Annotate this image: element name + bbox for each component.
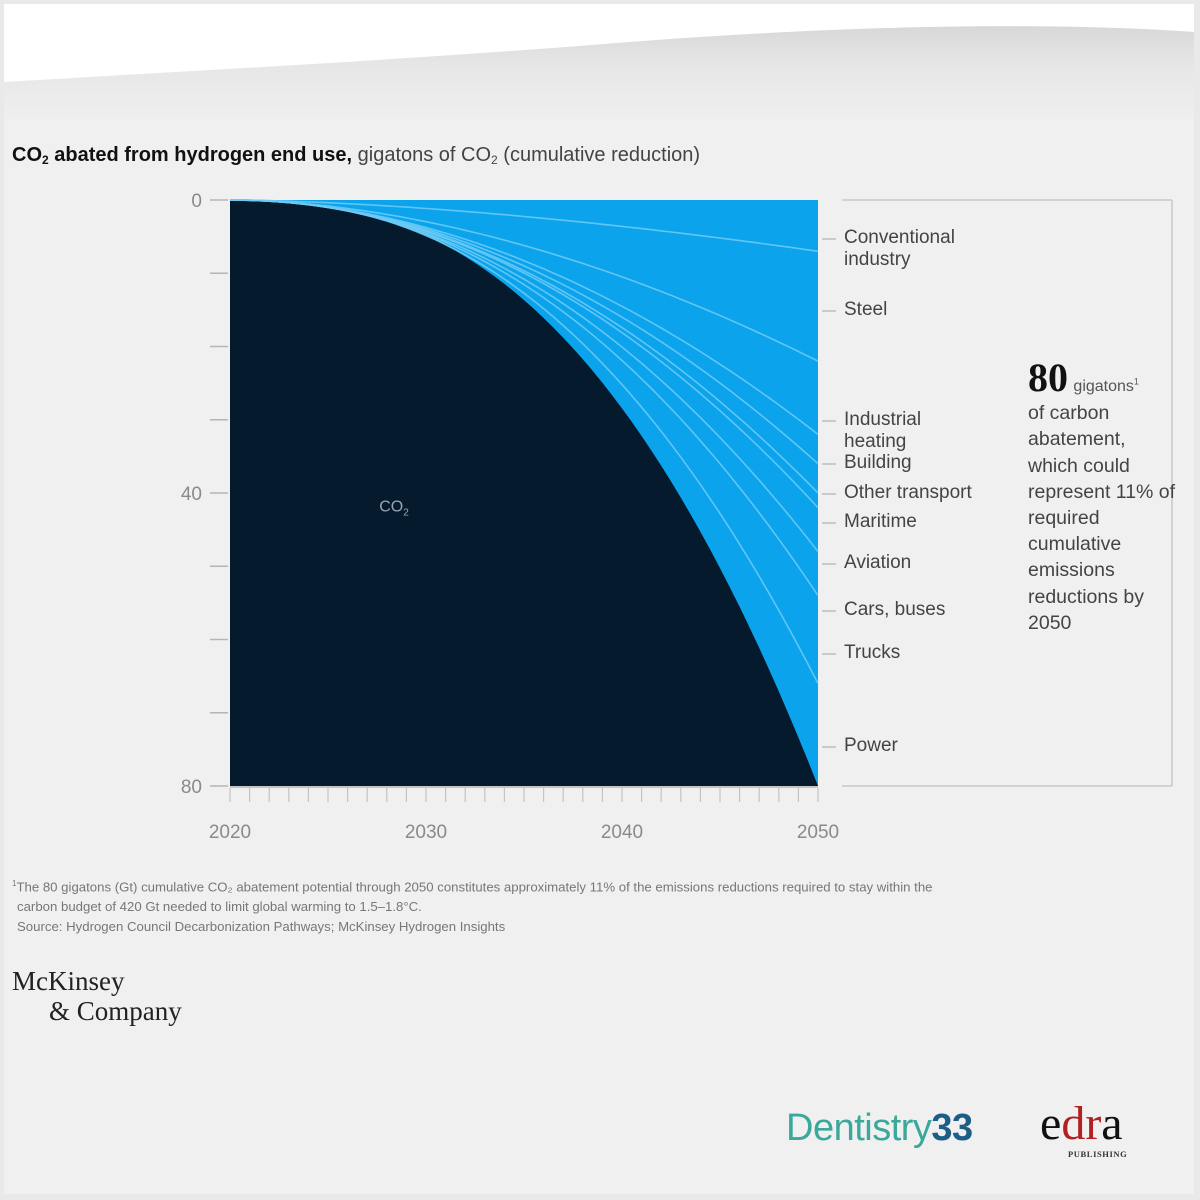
edra-logo-publishing: PUBLISHING — [1068, 1149, 1128, 1159]
sector-boundary-trucks — [230, 199, 819, 684]
edra-publishing-logo: edra PUBLISHING — [1040, 1100, 1150, 1162]
x-tick-label: 2050 — [797, 822, 839, 843]
sector-label-building: Building — [844, 452, 912, 473]
y-tick-label: 40 — [181, 484, 202, 505]
callout-80-gigatons: 80 gigatons1 of carbon abatement, which … — [1028, 356, 1178, 636]
x-tick-label: 2040 — [601, 822, 643, 843]
mckinsey-logo: McKinsey & Company — [12, 966, 182, 1026]
dentistry33-logo: Dentistry33 — [786, 1107, 973, 1150]
callout-text: of carbon abatement, which could represe… — [1028, 402, 1176, 634]
footnote-source: Source: Hydrogen Council Decarbonization… — [17, 919, 506, 935]
sector-label-aviation: Aviation — [844, 552, 912, 573]
footnote: 1The 80 gigatons (Gt) cumulative CO₂ aba… — [12, 874, 1172, 937]
sector-label-trucks: Trucks — [844, 642, 901, 663]
co2-area-label-subscript: 2 — [403, 507, 409, 518]
y-tick-label: 0 — [191, 191, 202, 212]
chart-title: CO2 abated from hydrogen end use, gigato… — [12, 144, 700, 167]
sector-label-other-transport: Other transport — [844, 482, 972, 503]
co2-area-label: CO2 — [379, 498, 409, 518]
edra-logo-e: e — [1040, 1097, 1062, 1150]
co2-area — [230, 200, 818, 786]
footnote-mark: 1 — [12, 879, 17, 888]
callout-footnote-mark: 1 — [1133, 376, 1139, 387]
callout-value: 80 — [1028, 355, 1068, 400]
sector-label-steel: Steel — [844, 299, 888, 320]
callout-unit: gigatons — [1073, 378, 1134, 395]
mckinsey-logo-line1: McKinsey — [12, 966, 125, 996]
mckinsey-logo-line2: & Company — [49, 996, 182, 1026]
edra-logo-dr: dr — [1061, 1097, 1102, 1150]
infographic-frame: CO2 abated from hydrogen end use, gigato… — [4, 4, 1194, 1194]
title-bold-rest: abated from hydrogen end use, — [48, 144, 353, 166]
title-light-rest: (cumulative reduction) — [497, 144, 701, 166]
sector-label-maritime: Maritime — [844, 511, 917, 532]
edra-logo-a: a — [1101, 1097, 1123, 1150]
title-light: gigatons of CO — [352, 144, 492, 166]
dentistry-logo-text: Dentistry — [786, 1107, 932, 1149]
decorative-wave — [4, 4, 1194, 124]
footnote-line1: The 80 gigatons (Gt) cumulative CO₂ abat… — [16, 879, 933, 895]
y-tick-label: 80 — [181, 777, 202, 798]
sector-label-industrial-heating: Industrial heating — [844, 409, 922, 452]
dentistry-logo-number: 33 — [931, 1107, 973, 1149]
title-light-subscript: 2 — [491, 153, 498, 167]
title-bold-subscript: 2 — [42, 153, 49, 167]
footnote-line2: carbon budget of 420 Gt needed to limit … — [17, 899, 422, 915]
sector-label-conventional-industry: Conventional industry — [844, 227, 955, 270]
x-tick-label: 2030 — [405, 822, 447, 843]
title-bold: CO — [12, 144, 42, 166]
sector-boundary-conventional-industry — [229, 199, 819, 253]
x-tick-label: 2020 — [209, 822, 251, 843]
sector-label-power: Power — [844, 735, 898, 756]
sector-label-cars-buses: Cars, buses — [844, 599, 946, 620]
stacked-area-chart: CO2 0 40 80 2020 2030 2040 2050 — [181, 191, 1173, 843]
